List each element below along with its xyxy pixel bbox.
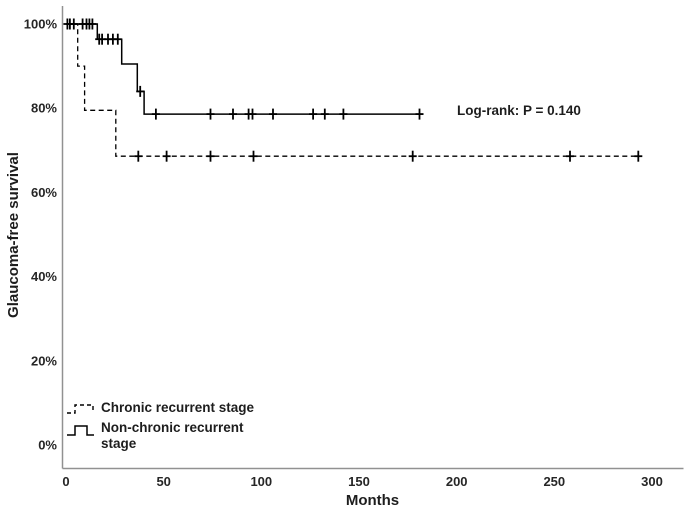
- legend-label-chronic: Chronic recurrent stage: [101, 400, 255, 415]
- x-tick-label: 200: [446, 474, 468, 489]
- x-axis-title: Months: [345, 492, 400, 509]
- y-tick-label: 60%: [31, 185, 57, 200]
- log-rank-annotation: Log-rank: P = 0.140: [457, 103, 581, 118]
- legend-label-non-chronic: Non-chronic recurrent stage: [101, 420, 244, 451]
- y-tick-label: 40%: [31, 269, 57, 284]
- legend-solid-line-sample: [67, 425, 94, 436]
- legend-dashed-line-sample: [67, 404, 94, 414]
- x-tick-label: 250: [543, 474, 565, 489]
- series-chronic-recurrent-stage: [66, 23, 643, 162]
- series-non-chronic-recurrent-stage: [63, 18, 424, 120]
- x-tick-label: 50: [156, 474, 170, 489]
- y-tick-label: 0%: [38, 438, 57, 453]
- legend-item-chronic: Chronic recurrent stage: [66, 400, 263, 418]
- survival-curve-chronic-recurrent-stage: [66, 23, 641, 157]
- x-tick-label: 100: [250, 474, 272, 489]
- survival-curve-non-chronic-recurrent-stage: [66, 23, 424, 115]
- censor-marks-chronic-recurrent-stage: [134, 150, 643, 162]
- x-tick-label: 300: [641, 474, 663, 489]
- y-tick-label: 20%: [31, 353, 57, 368]
- x-tick-label: 0: [62, 474, 69, 489]
- legend: Chronic recurrent stage Non-chronic recu…: [66, 400, 263, 452]
- y-axis-title: Glaucoma-free survival: [5, 152, 22, 318]
- censor-marks-non-chronic-recurrent-stage: [63, 18, 424, 120]
- x-tick-label: 150: [348, 474, 370, 489]
- y-tick-label: 100%: [24, 17, 58, 32]
- y-tick-label: 80%: [31, 101, 57, 116]
- legend-item-non-chronic: Non-chronic recurrent stage: [66, 420, 263, 452]
